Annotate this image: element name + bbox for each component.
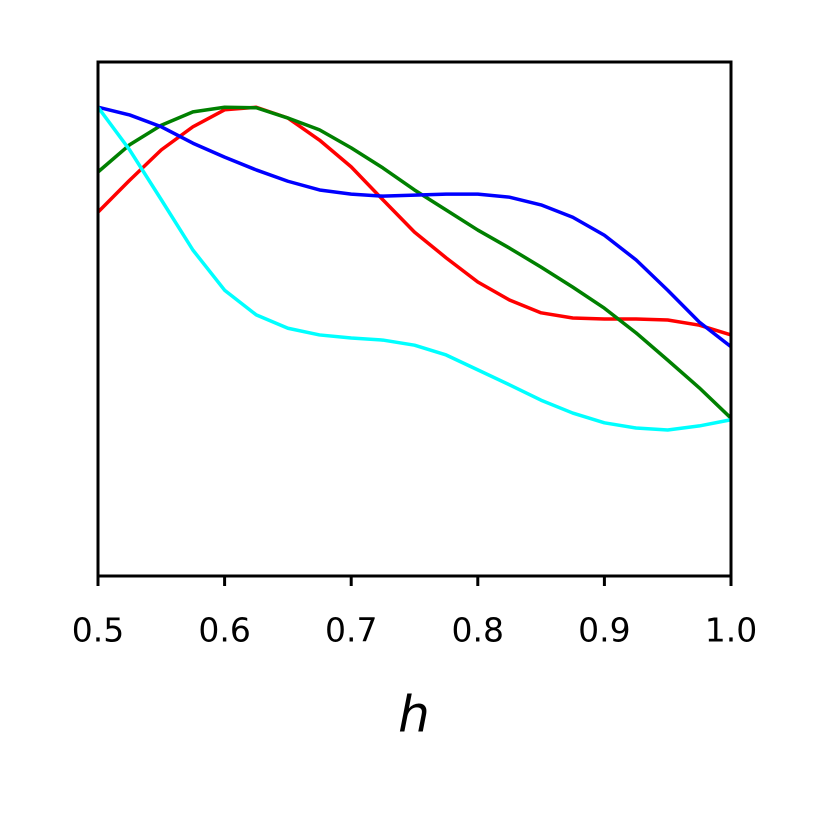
x-tick-label: 0.9 xyxy=(578,611,630,650)
x-tick-label: 0.7 xyxy=(325,611,377,650)
series-line xyxy=(96,105,732,337)
x-tick-label: 0.6 xyxy=(198,611,250,650)
series-line xyxy=(96,106,732,432)
x-tick-label: 0.8 xyxy=(452,611,504,650)
plot-frame xyxy=(96,60,733,578)
x-tick-label: 0.5 xyxy=(72,611,124,650)
series-line xyxy=(97,105,733,349)
series-line xyxy=(96,105,733,420)
x-axis-label: h xyxy=(398,686,430,744)
x-tick-label: 1.0 xyxy=(705,611,757,650)
